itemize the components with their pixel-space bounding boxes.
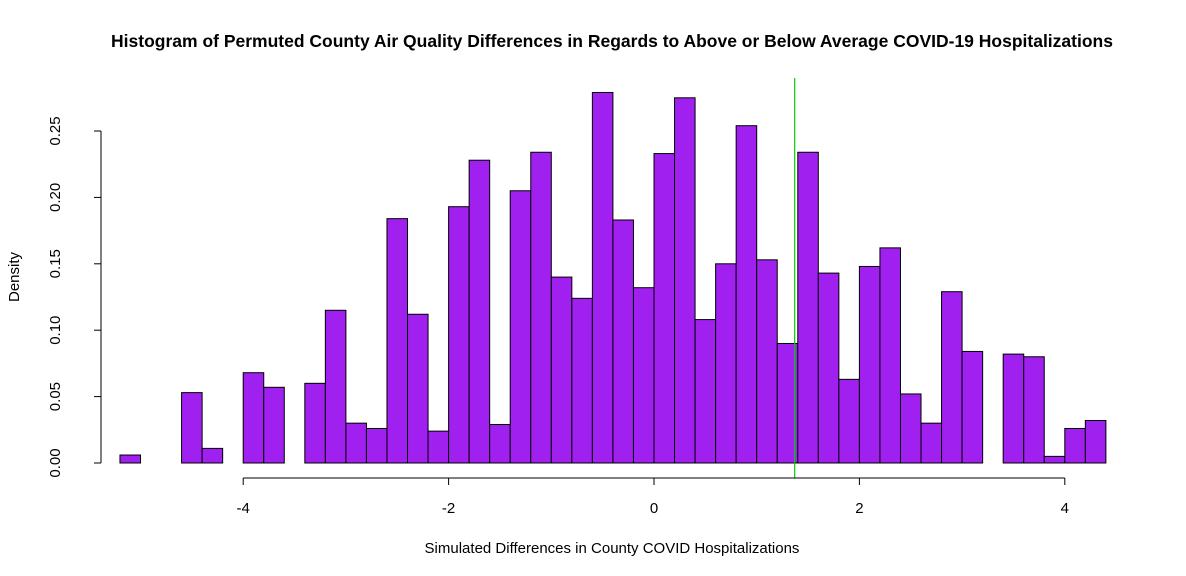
histogram-bar — [119, 454, 141, 464]
histogram-bar — [509, 190, 532, 464]
histogram-bar — [1043, 455, 1066, 464]
histogram-bar — [858, 265, 881, 464]
histogram-bar — [653, 153, 676, 464]
histogram-bar — [756, 259, 778, 464]
y-tick-label: 0.00 — [47, 448, 64, 477]
histogram-bar — [735, 125, 758, 464]
histogram-bar — [242, 372, 265, 464]
chart-title: Histogram of Permuted County Air Quality… — [111, 31, 1113, 51]
histogram-bar — [550, 276, 573, 464]
histogram-bar — [879, 247, 901, 464]
histogram-bar — [899, 393, 922, 464]
y-axis-label: Density — [6, 251, 23, 302]
histogram-bar — [920, 422, 943, 464]
histogram-bar — [345, 422, 367, 464]
y-tick-label: 0.05 — [47, 382, 64, 411]
x-axis-label: Simulated Differences in County COVID Ho… — [425, 540, 800, 557]
histogram-bar — [1023, 356, 1045, 464]
histogram-bar — [448, 206, 470, 464]
y-tick-label: 0.15 — [47, 249, 64, 278]
histogram-bar — [1064, 427, 1086, 464]
y-tick-label: 0.10 — [47, 316, 64, 345]
histogram-bar — [530, 151, 552, 464]
y-tick-label: 0.20 — [47, 183, 64, 212]
histogram-bar — [324, 309, 347, 464]
histogram-bar — [386, 218, 409, 464]
histogram-bar — [715, 263, 737, 464]
histogram-bar — [489, 423, 511, 464]
histogram-bar — [591, 91, 614, 464]
histogram-bar — [181, 392, 203, 464]
histogram-bar — [407, 313, 429, 464]
bars-group — [119, 91, 1107, 464]
histogram-bar — [797, 151, 819, 464]
x-tick-label: -4 — [237, 500, 250, 517]
histogram-bar — [961, 350, 984, 464]
x-tick-label: -2 — [442, 500, 455, 517]
histogram-bar — [817, 272, 840, 464]
x-tick-label: 2 — [855, 500, 863, 517]
histogram-bar — [1002, 353, 1025, 464]
histogram-bar — [838, 378, 860, 464]
histogram-bar — [1084, 420, 1107, 464]
y-axis: 0.00 0.05 0.10 0.15 0.20 0.25 — [47, 116, 102, 478]
histogram-bar — [304, 382, 326, 464]
histogram-bar — [263, 386, 285, 464]
histogram-bar — [632, 287, 655, 464]
histogram-bar — [427, 430, 450, 464]
histogram-bar — [941, 291, 963, 464]
histogram-bar — [365, 427, 388, 464]
histogram-bar — [571, 297, 593, 464]
histogram-bar — [612, 219, 634, 464]
x-tick-label: 4 — [1061, 500, 1069, 517]
histogram-bar — [674, 97, 696, 464]
histogram-bar — [201, 447, 224, 464]
histogram-bar — [694, 319, 717, 464]
y-tick-label: 0.25 — [47, 116, 64, 145]
histogram-bar — [468, 159, 491, 464]
x-tick-label: 0 — [650, 500, 658, 517]
x-axis: -4 -2 0 2 4 — [237, 477, 1069, 517]
